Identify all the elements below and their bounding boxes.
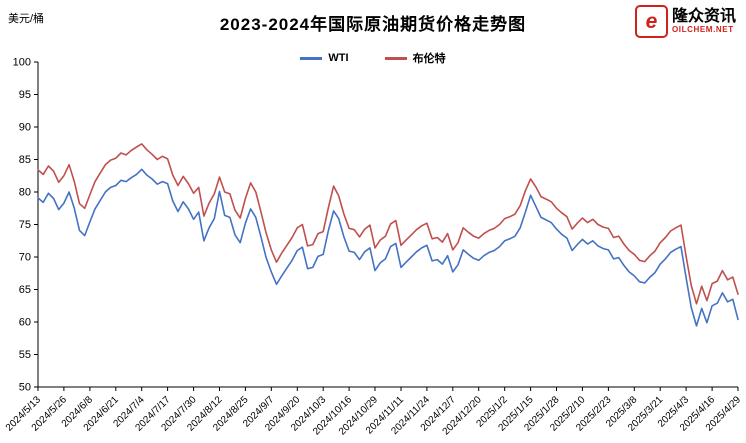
svg-text:65: 65 [19, 284, 31, 296]
brent-line-swatch [384, 56, 407, 60]
price-chart: 50 55 60 65 70 75 80 85 90 95 100 2024/5/132024/5/2… [4, 57, 744, 438]
oilchem-logo-icon: e [634, 5, 668, 38]
series-line-wti [37, 168, 739, 327]
chart-legend: WTI 布伦特 [0, 50, 746, 66]
svg-text:75: 75 [19, 219, 31, 231]
wti-line-swatch [300, 56, 323, 60]
oilchem-logo-text: 隆众资讯 OILCHEM.NET [671, 7, 736, 34]
chart-title: 2023-2024年国际原油期货价格走势图 [219, 15, 527, 34]
svg-text:95: 95 [19, 89, 31, 101]
svg-text:80: 80 [19, 187, 31, 199]
wti-legend-label: WTI [328, 52, 349, 64]
x-axis: 2024/5/132024/5/262024/6/82024/6/212024/… [4, 386, 743, 438]
series-line-brent [37, 143, 739, 305]
y-axis-unit-label: 美元/桶 [8, 13, 45, 25]
svg-text:60: 60 [19, 317, 31, 329]
legend-item-wti: WTI [300, 52, 349, 64]
legend-item-brent: 布伦特 [384, 50, 446, 66]
y-axis: 50 55 60 65 70 75 80 85 90 95 100 [13, 57, 39, 394]
svg-text:85: 85 [19, 154, 31, 166]
svg-text:55: 55 [19, 349, 31, 361]
oilchem-logo: e 隆众资讯 OILCHEM.NET [634, 5, 736, 38]
svg-text:100: 100 [13, 57, 31, 69]
svg-text:70: 70 [19, 252, 31, 264]
svg-text:90: 90 [19, 122, 31, 134]
oilchem-logo-name: 隆众资讯 [671, 7, 736, 25]
oilchem-logo-site: OILCHEM.NET [671, 24, 734, 34]
svg-text:50: 50 [19, 382, 31, 394]
brent-legend-label: 布伦特 [412, 53, 446, 65]
